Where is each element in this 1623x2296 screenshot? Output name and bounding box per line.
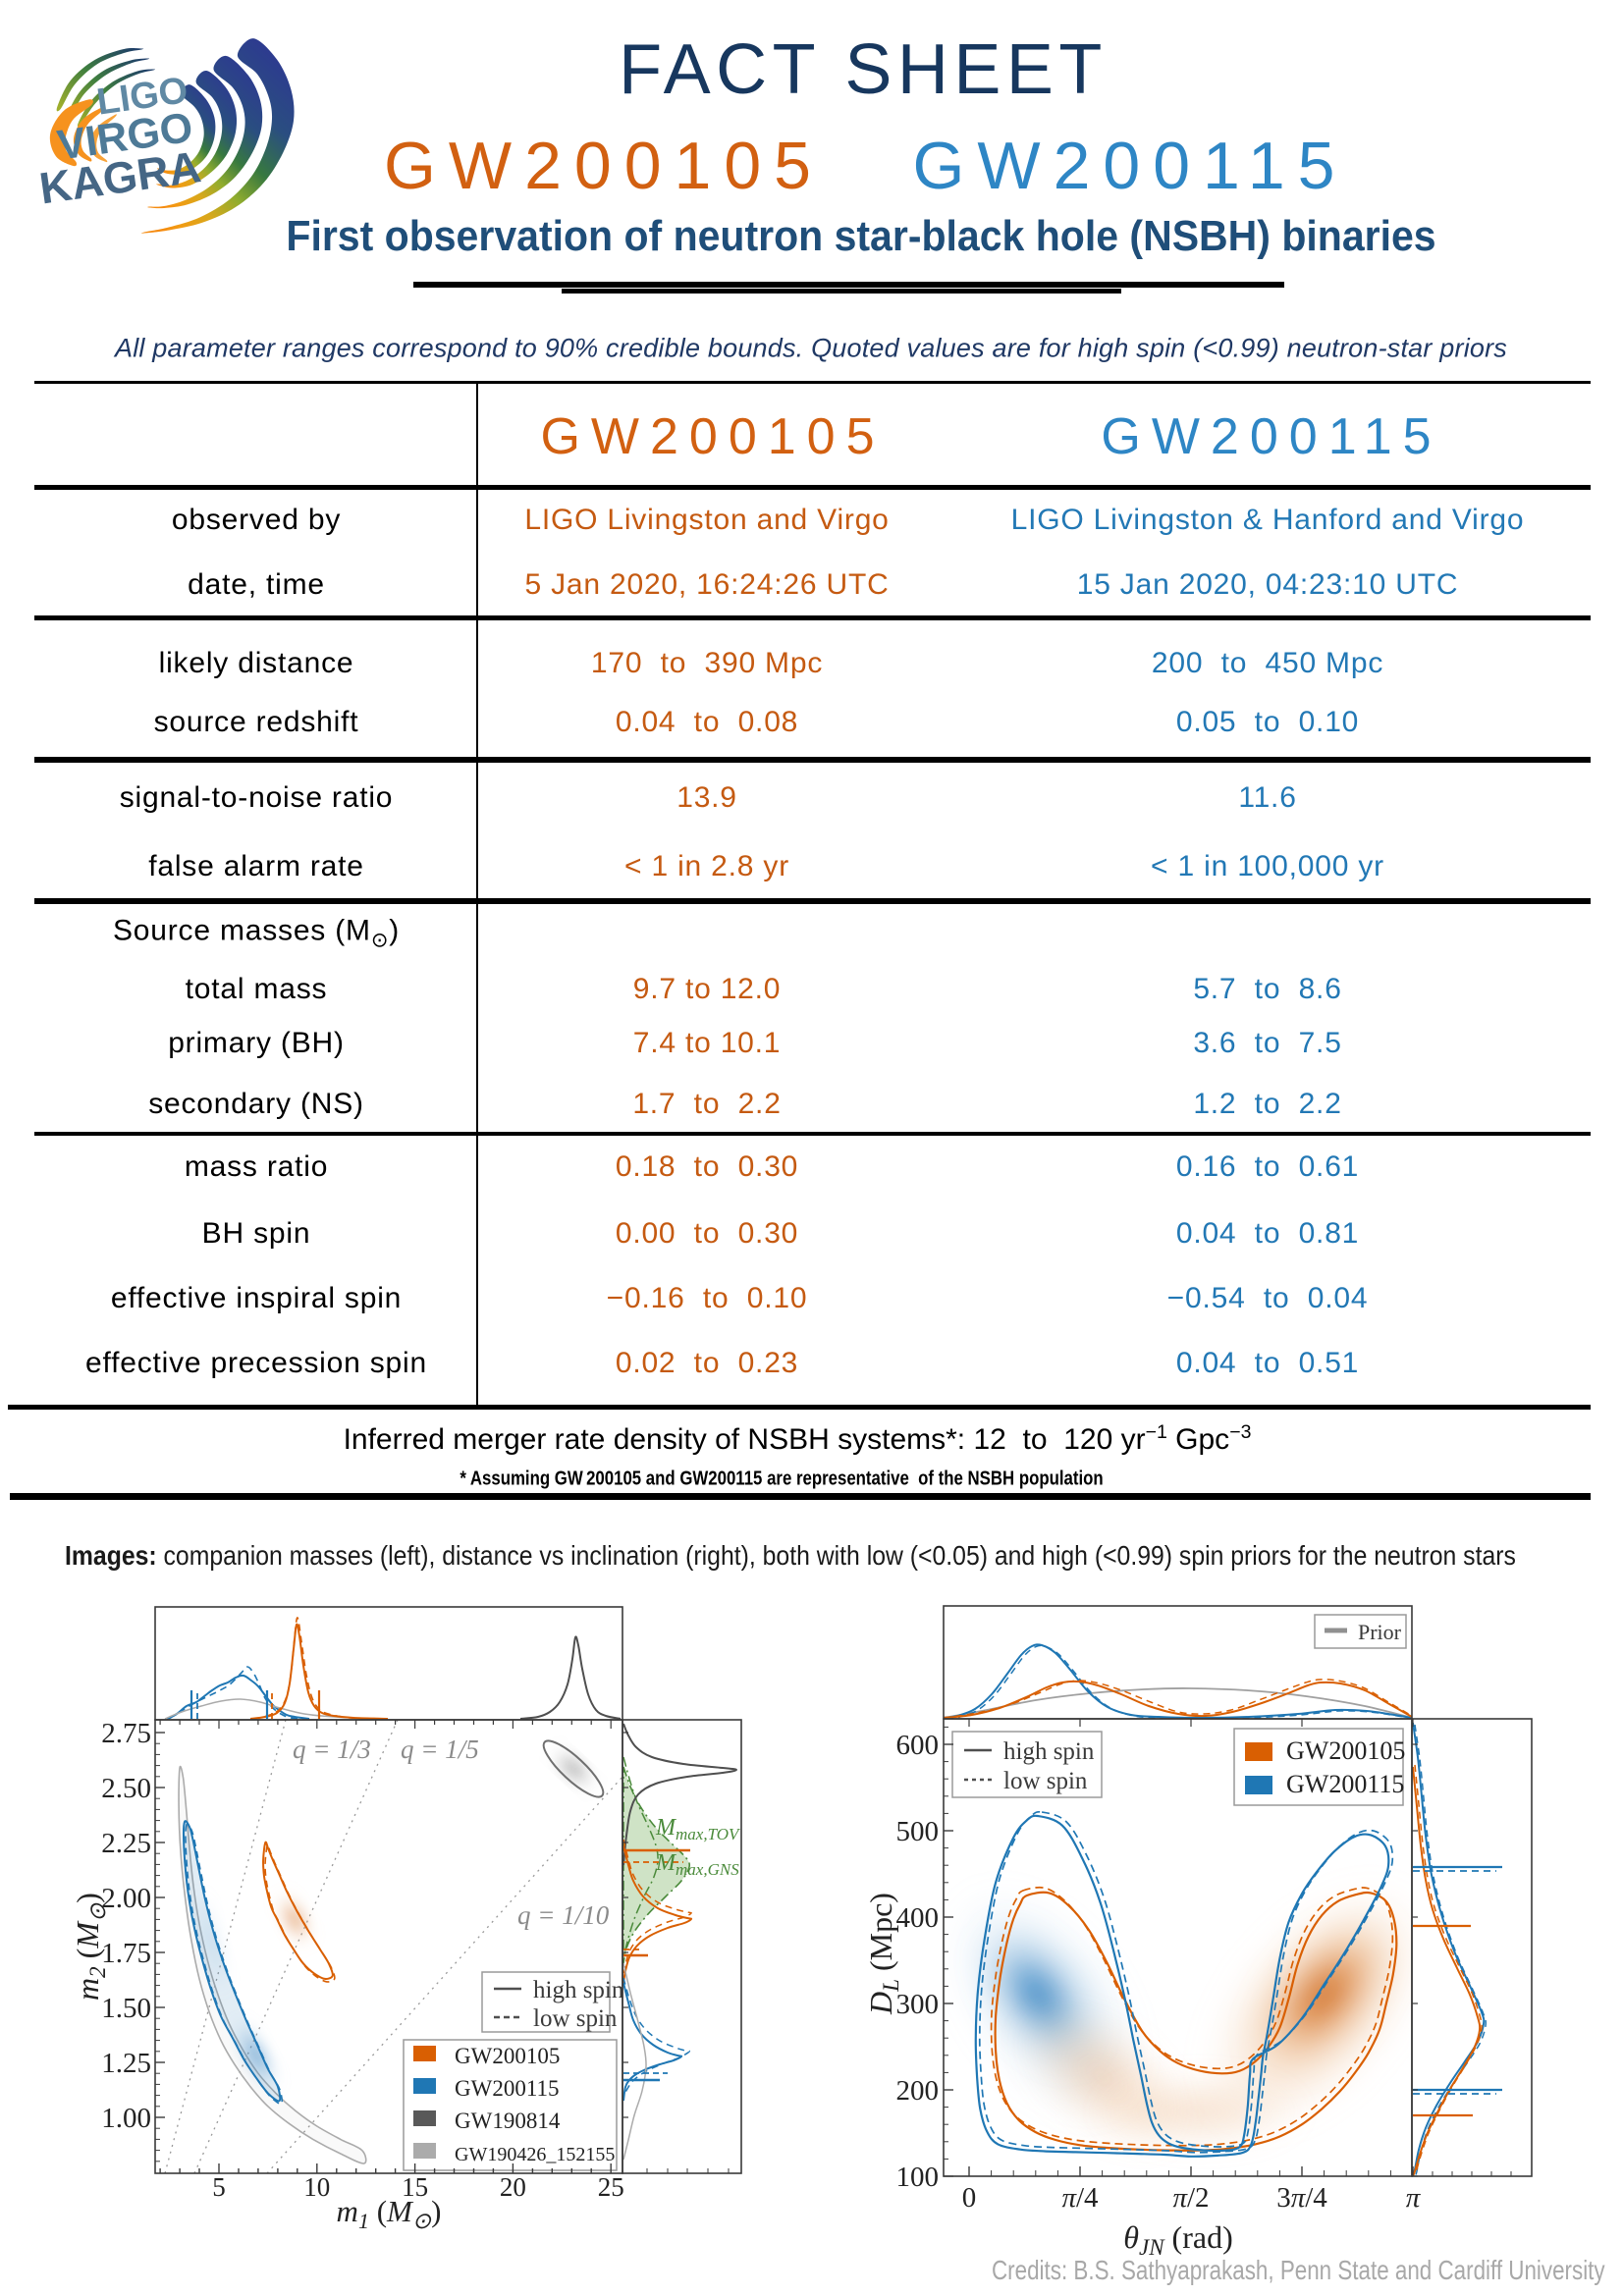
- svg-text:25: 25: [598, 2172, 624, 2202]
- svg-text:15: 15: [402, 2172, 428, 2202]
- svg-text:20: 20: [500, 2172, 526, 2202]
- svg-text:400: 400: [896, 1902, 940, 1934]
- svg-text:Prior: Prior: [1358, 1620, 1402, 1644]
- svg-text:500: 500: [896, 1816, 940, 1847]
- svg-text:q = 1/10: q = 1/10: [517, 1900, 610, 1930]
- svg-text:π: π: [1406, 2182, 1422, 2214]
- svg-text:200: 200: [896, 2075, 940, 2107]
- svg-text:q = 1/3: q = 1/3: [293, 1735, 371, 1764]
- svg-text:π/2: π/2: [1172, 2182, 1209, 2214]
- svg-text:GW200105: GW200105: [455, 2044, 560, 2068]
- svg-text:π/4: π/4: [1061, 2182, 1099, 2214]
- svg-text:GW190426_152155: GW190426_152155: [455, 2144, 615, 2165]
- svg-text:1.25: 1.25: [101, 2048, 151, 2079]
- svg-text:DL (Mpc): DL (Mpc): [863, 1893, 903, 2015]
- svg-text:q = 1/5: q = 1/5: [401, 1735, 479, 1764]
- svg-text:θJN (rad): θJN (rad): [1123, 2219, 1232, 2260]
- svg-text:low spin: low spin: [1003, 1768, 1088, 1794]
- svg-text:high spin: high spin: [533, 1977, 624, 2003]
- svg-text:m1 (M⊙): m1 (M⊙): [337, 2194, 442, 2233]
- svg-text:GW200115: GW200115: [455, 2076, 559, 2101]
- svg-text:Mmax,TOV: Mmax,TOV: [655, 1815, 741, 1843]
- svg-text:10: 10: [303, 2172, 330, 2202]
- svg-text:2.25: 2.25: [101, 1828, 151, 1859]
- svg-text:5: 5: [212, 2172, 226, 2202]
- svg-text:low spin: low spin: [533, 2005, 618, 2032]
- svg-text:m2 (M⊙): m2 (M⊙): [70, 1893, 110, 2001]
- svg-text:1.00: 1.00: [101, 2103, 151, 2134]
- svg-text:2.50: 2.50: [101, 1773, 151, 1804]
- svg-text:100: 100: [896, 2162, 940, 2193]
- svg-text:0: 0: [962, 2182, 977, 2214]
- svg-text:Mmax,GNS: Mmax,GNS: [655, 1850, 739, 1879]
- svg-text:2.00: 2.00: [101, 1883, 151, 1914]
- svg-text:300: 300: [896, 1989, 940, 2020]
- svg-text:high spin: high spin: [1003, 1738, 1095, 1765]
- svg-text:GW190814: GW190814: [455, 2109, 561, 2133]
- svg-text:600: 600: [896, 1730, 940, 1761]
- svg-text:3π/4: 3π/4: [1276, 2182, 1327, 2214]
- svg-text:1.75: 1.75: [101, 1938, 151, 1969]
- svg-text:GW200115: GW200115: [1286, 1770, 1404, 1798]
- svg-text:GW200105: GW200105: [1286, 1736, 1405, 1765]
- svg-text:2.75: 2.75: [101, 1718, 151, 1749]
- svg-text:1.50: 1.50: [101, 1993, 151, 2024]
